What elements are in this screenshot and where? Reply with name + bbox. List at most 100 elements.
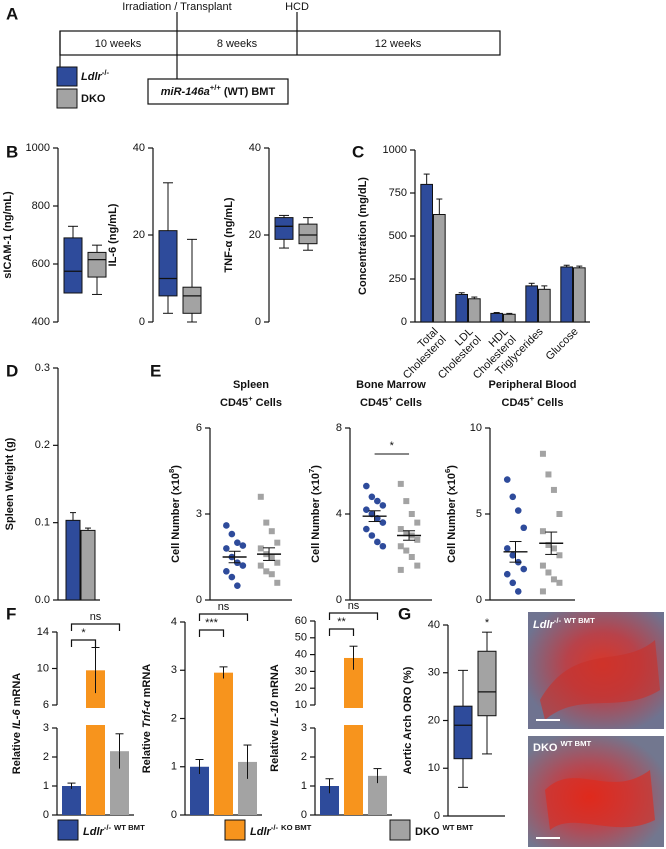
y-tick-label: 0 <box>401 316 407 328</box>
text-part: CD45 <box>360 397 388 409</box>
point <box>503 476 511 483</box>
timeline-period: 12 weeks <box>375 38 422 50</box>
y-tick-label: 0 <box>255 316 261 328</box>
point <box>556 511 563 517</box>
box <box>298 223 318 245</box>
text-part: Ldlr <box>250 826 271 838</box>
y-tick-label: 0 <box>139 316 145 328</box>
timeline-event: HCD <box>285 1 309 13</box>
box <box>87 251 107 278</box>
y-tick-label: 3 <box>301 722 307 734</box>
point <box>408 554 415 560</box>
text-part: -/- <box>104 823 112 832</box>
y-tick-label: 10 <box>295 699 307 711</box>
bar <box>468 298 481 323</box>
box <box>63 237 83 294</box>
y-tick-label: 40 <box>295 649 307 661</box>
y-tick-label: 20 <box>295 682 307 694</box>
y-tick-label: 4 <box>336 508 342 520</box>
point <box>550 486 557 493</box>
text-part: Cell Number (x10 <box>170 473 182 563</box>
panel-label: G <box>398 604 411 623</box>
y-tick-label: 600 <box>32 258 50 270</box>
y-tick-label: 5 <box>476 508 482 520</box>
bar <box>538 288 551 323</box>
point <box>514 507 522 514</box>
legend-swatch <box>57 819 79 841</box>
point <box>374 538 381 546</box>
bar <box>573 267 586 323</box>
legend-label: Ldlr-/- KO BMT <box>250 823 312 838</box>
point <box>223 568 230 575</box>
bar <box>238 761 257 815</box>
chart-title: Bone Marrow <box>356 379 426 391</box>
point <box>263 519 270 526</box>
y-tick-label: 0 <box>301 809 307 821</box>
point <box>414 562 421 569</box>
point <box>257 545 264 552</box>
y-tick-label: 40 <box>249 142 261 154</box>
text-part: 6 <box>443 469 452 473</box>
point <box>228 573 236 581</box>
y-axis-label: Cell Number (x107) <box>307 465 322 563</box>
significance-bracket <box>70 639 97 647</box>
significance: * <box>485 617 490 629</box>
y-axis-label: IL-6 (ng/mL) <box>107 203 119 266</box>
point <box>539 562 546 569</box>
y-axis-label: sICAM-1 (ng/mL) <box>2 191 14 279</box>
bar <box>190 766 209 815</box>
significance: * <box>390 440 395 452</box>
y-tick-label: 60 <box>295 615 307 627</box>
bar <box>110 751 129 815</box>
legend-swatch <box>56 88 78 109</box>
y-tick-label: 0.1 <box>35 517 50 529</box>
photos <box>528 612 664 847</box>
point <box>368 493 376 501</box>
text-part: WT BMT <box>560 739 591 748</box>
y-tick-label: 10 <box>470 422 482 434</box>
y-tick-label: 1000 <box>383 144 407 156</box>
text-part: -/- <box>271 823 279 832</box>
y-tick-label: 20 <box>249 229 261 241</box>
bar <box>344 657 363 815</box>
text-part: +/+ <box>210 83 222 92</box>
significance: ns <box>348 600 360 612</box>
point <box>397 543 404 550</box>
text-part: mRNA <box>11 673 23 710</box>
point <box>556 552 563 559</box>
point <box>503 545 511 552</box>
significance-bracket <box>198 613 249 621</box>
significance: *** <box>205 617 219 629</box>
point <box>545 541 552 548</box>
chart-title: CD45+ Cells <box>360 394 422 409</box>
chart-title: CD45+ Cells <box>220 394 282 409</box>
bar <box>525 285 538 323</box>
panel-label: E <box>150 361 161 380</box>
y-axis-label: Aortic Arch ORO (%) <box>402 666 414 774</box>
bar <box>214 672 233 815</box>
point <box>234 582 241 589</box>
y-tick-label: 500 <box>389 230 407 242</box>
point <box>408 511 415 517</box>
panel-label: D <box>6 361 18 380</box>
y-tick-label: 30 <box>295 665 307 677</box>
y-tick-label: 0 <box>196 594 202 606</box>
legend-swatch <box>56 66 78 87</box>
panel-label: B <box>6 142 18 161</box>
text-part: Relative <box>11 729 23 774</box>
significance-bracket <box>70 623 121 631</box>
y-tick-label: 3 <box>43 722 49 734</box>
y-tick-label: 3 <box>196 508 202 520</box>
y-axis-label: Concentration (mg/dL) <box>357 177 369 295</box>
y-tick-label: 40 <box>428 619 440 631</box>
point <box>509 493 517 501</box>
point <box>509 551 517 559</box>
y-tick-label: 2 <box>171 712 177 724</box>
y-tick-label: 0.2 <box>35 439 50 451</box>
text-part: 7 <box>307 469 316 473</box>
point <box>545 471 552 478</box>
legend-label: DKO WT BMT <box>415 823 473 838</box>
significance-bracket <box>198 629 225 637</box>
y-tick-label: 750 <box>389 187 407 199</box>
text-part: CD45 <box>502 397 530 409</box>
